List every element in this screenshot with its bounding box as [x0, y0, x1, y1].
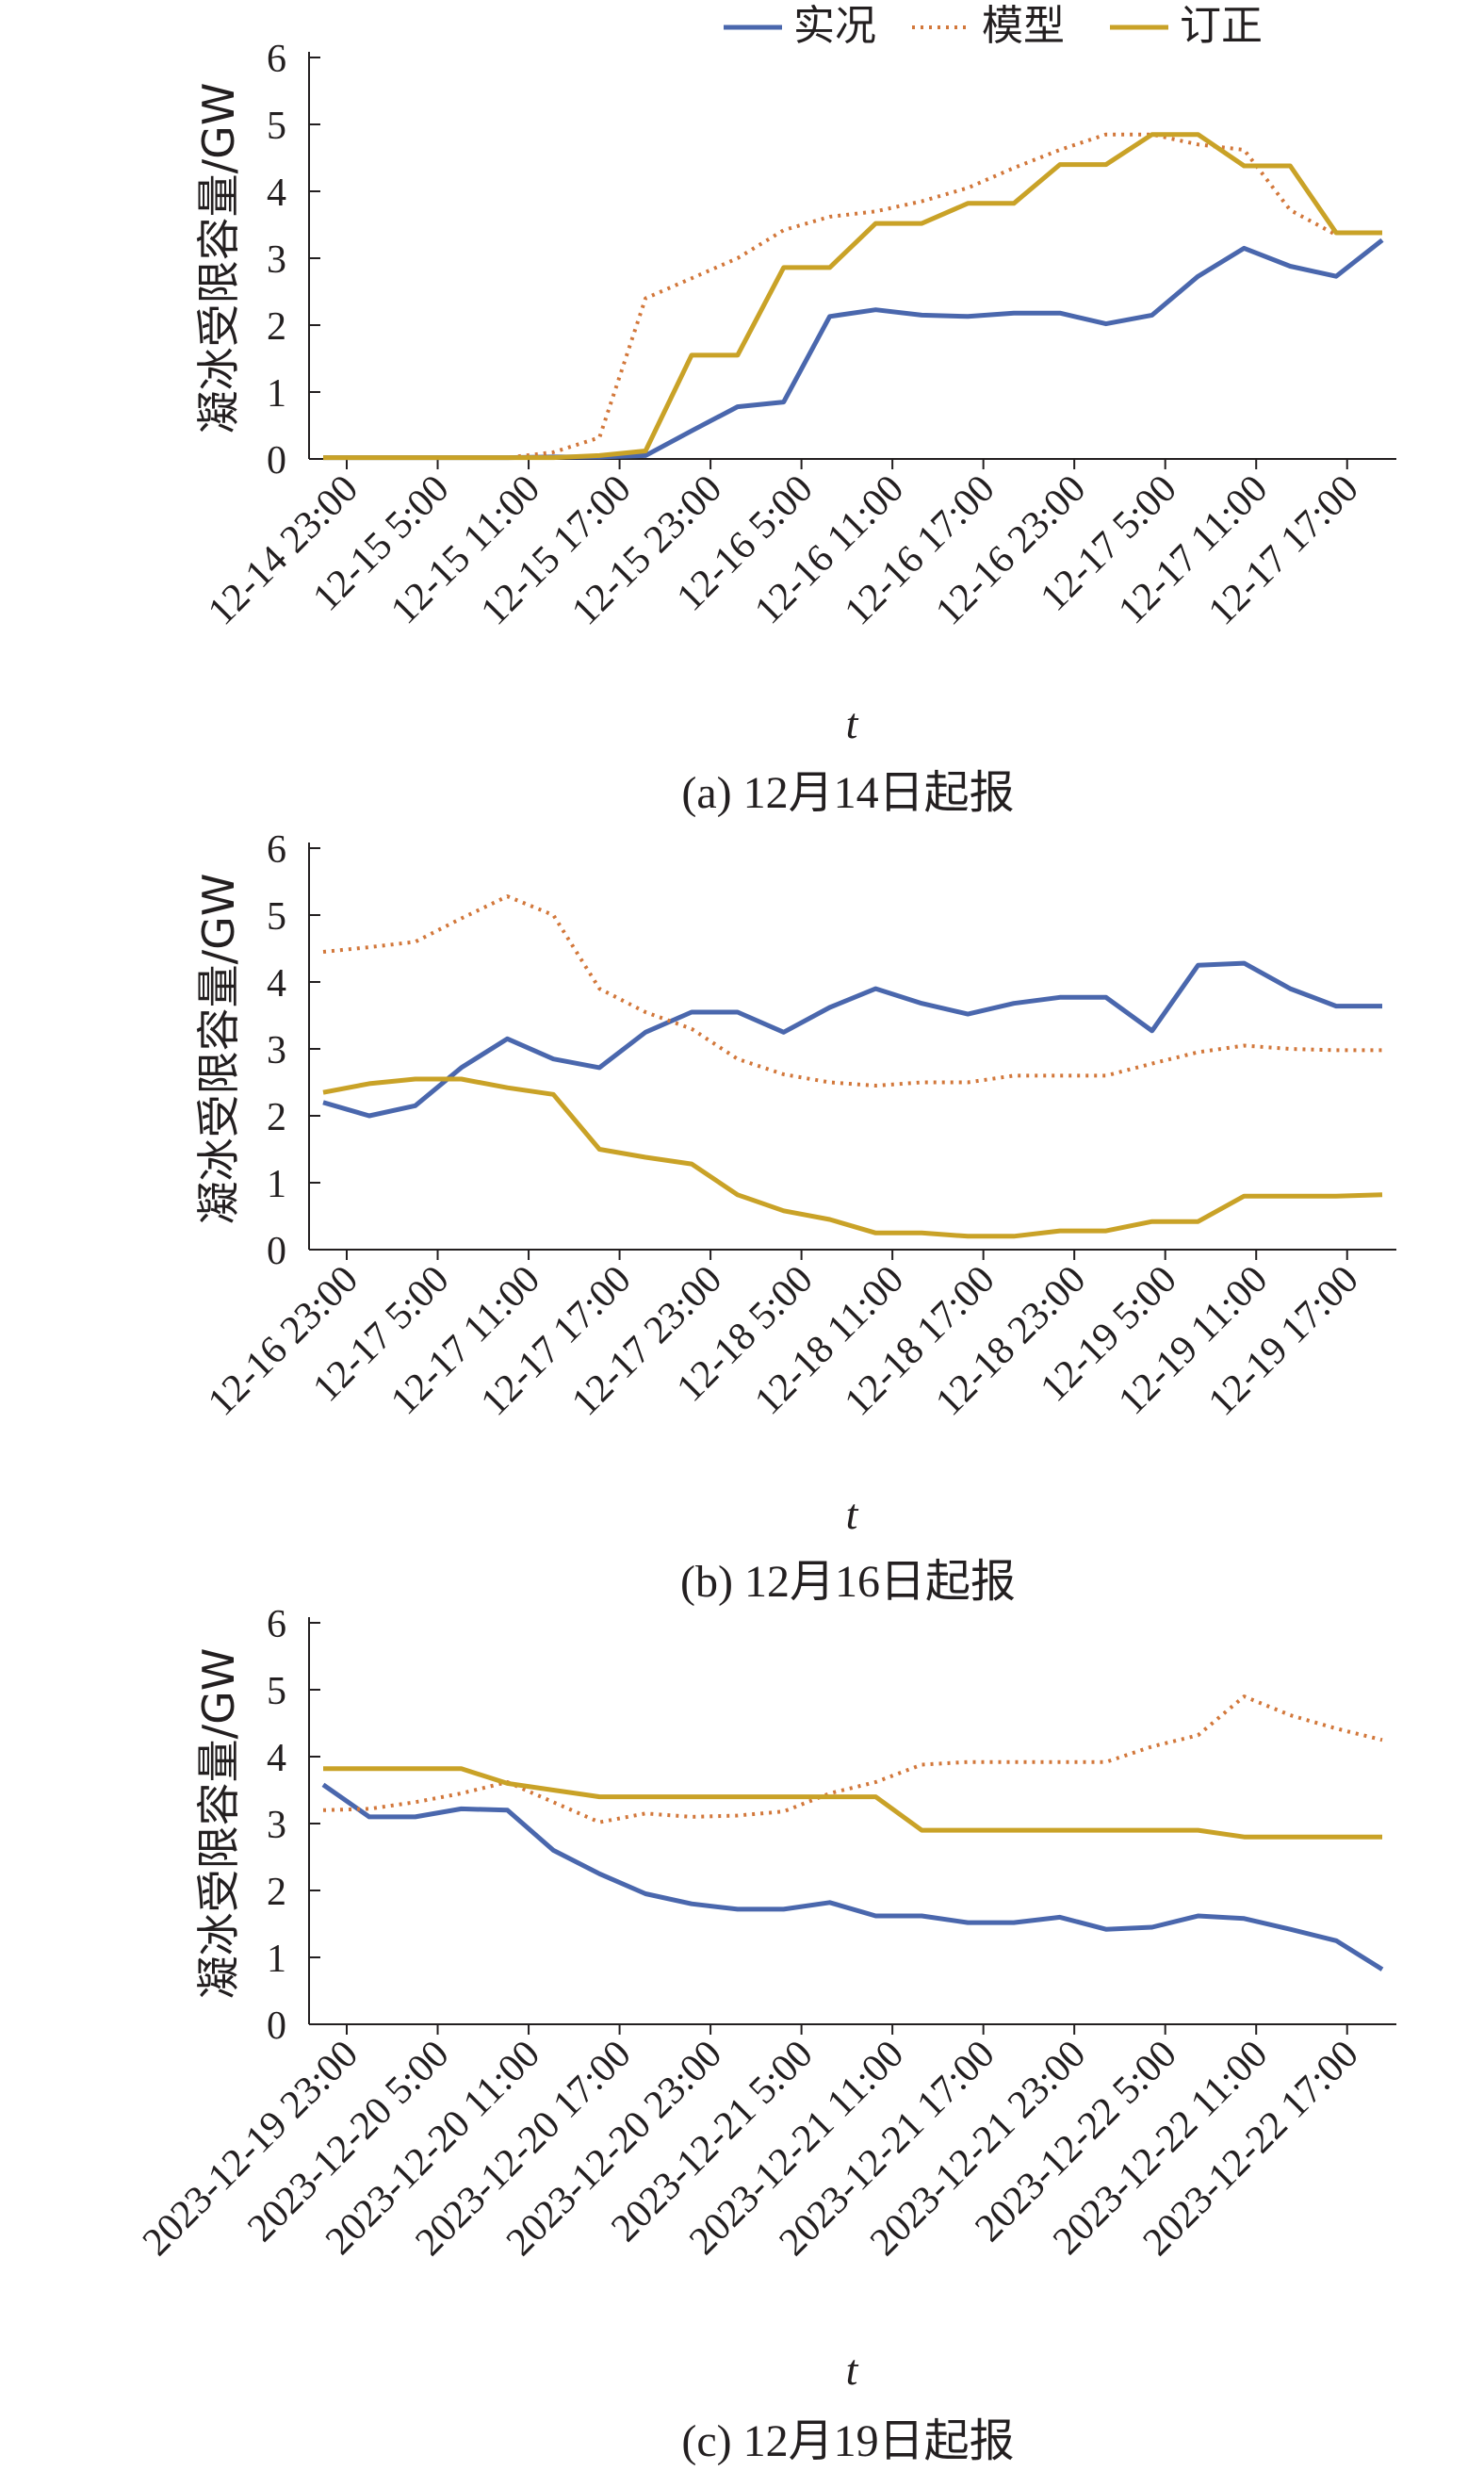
x-axis-title: t — [846, 699, 859, 747]
y-tick-label: 0 — [267, 439, 286, 483]
legend-label: 模型 — [982, 2, 1065, 50]
y-tick-label: 3 — [267, 1804, 286, 1847]
legend-item-3: 订正 — [1110, 2, 1263, 50]
series-line-2 — [322, 894, 1382, 1088]
y-tick-label: 2 — [267, 305, 286, 349]
y-axis-title: 凝冰受限容量/GW — [193, 874, 244, 1225]
series-line-1 — [321, 1782, 1384, 1972]
y-tick-label: 1 — [267, 372, 286, 416]
y-tick-label: 3 — [267, 238, 286, 282]
y-axis-title: 凝冰受限容量/GW — [193, 1648, 244, 2000]
y-tick-label: 6 — [267, 828, 286, 872]
legend-label: 实况 — [793, 2, 876, 50]
y-tick-label: 5 — [267, 1670, 286, 1713]
y-tick-label: 1 — [267, 1938, 286, 1981]
series-line-3 — [323, 132, 1382, 461]
panel-caption: (a) 12月14日起报 — [681, 768, 1014, 818]
y-tick-label: 4 — [267, 172, 286, 215]
series-line-1 — [322, 960, 1382, 1119]
series-line-2 — [322, 1694, 1383, 1824]
y-tick-label: 5 — [267, 105, 286, 148]
y-tick-label: 6 — [267, 38, 286, 81]
y-tick-label: 2 — [267, 1096, 286, 1139]
series-line-1 — [323, 237, 1384, 461]
y-tick-label: 0 — [267, 1230, 286, 1273]
y-tick-label: 6 — [267, 1603, 286, 1646]
legend-item-2: 模型 — [912, 2, 1065, 50]
y-axis-title: 凝冰受限容量/GW — [193, 83, 244, 434]
x-axis-title: t — [846, 2346, 859, 2394]
y-tick-label: 5 — [267, 895, 286, 939]
series-line-3 — [322, 1076, 1383, 1239]
legend: 实况 模型 订正 — [724, 2, 1263, 50]
y-tick-label: 4 — [267, 1737, 286, 1780]
panel-caption: (c) 12月19日起报 — [681, 2416, 1014, 2466]
y-tick-label: 0 — [267, 2004, 286, 2048]
series-line-2 — [323, 132, 1338, 460]
legend-item-1: 实况 — [724, 2, 876, 50]
y-tick-label: 4 — [267, 962, 286, 1006]
y-tick-label: 1 — [267, 1163, 286, 1206]
y-tick-label: 2 — [267, 1871, 286, 1914]
series-line-3 — [323, 1766, 1382, 1840]
panel-caption: (b) 12月16日起报 — [680, 1557, 1016, 1607]
x-axis-title: t — [846, 1490, 859, 1538]
y-tick-label: 3 — [267, 1029, 286, 1072]
legend-label: 订正 — [1180, 2, 1263, 50]
